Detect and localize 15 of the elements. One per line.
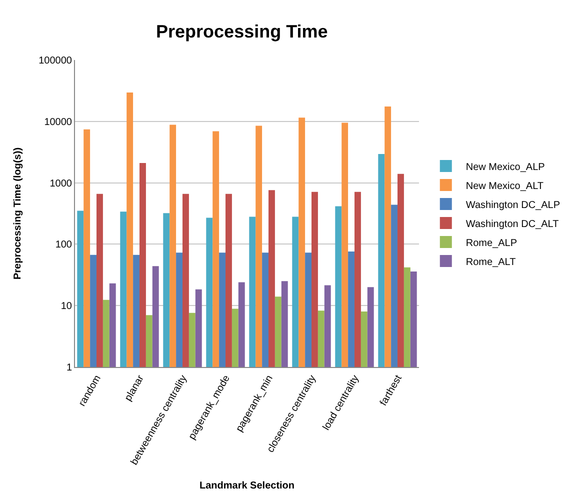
y-tick-label: 10000 bbox=[44, 116, 72, 128]
legend-label: Rome_ALT bbox=[466, 256, 516, 268]
legend-label: New Mexico_ALP bbox=[466, 162, 546, 173]
x-axis-title: Landmark Selection bbox=[199, 480, 295, 492]
y-tick-label: 1 bbox=[66, 362, 72, 374]
y-axis-title: Preprocessing Time (log(s)) bbox=[12, 147, 24, 280]
legend-label: Rome_ALP bbox=[466, 238, 518, 249]
y-tick-label: 10 bbox=[60, 301, 72, 312]
y-tick-label: 1000 bbox=[50, 178, 72, 190]
y-tick-label: 100000 bbox=[38, 56, 72, 66]
y-tick-label: 100 bbox=[55, 240, 72, 251]
legend-label: Washington DC_ALT bbox=[466, 218, 559, 230]
legend-label: New Mexico_ALT bbox=[466, 180, 544, 192]
chart-title: Preprocessing Time bbox=[156, 22, 328, 42]
legend-label: Washington DC_ALP bbox=[466, 200, 560, 211]
